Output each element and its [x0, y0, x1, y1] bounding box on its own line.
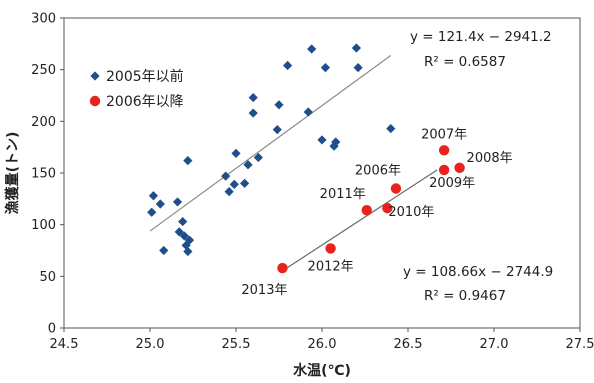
point-label: 2008年: [467, 151, 513, 166]
point-diamond: [240, 178, 250, 188]
point-circle: [438, 164, 450, 176]
point-label: 2010年: [388, 205, 434, 220]
x-tick-label: 27.5: [566, 337, 594, 352]
x-tick-label: 26.5: [394, 337, 423, 352]
point-diamond: [183, 156, 193, 166]
point-circle: [454, 162, 465, 174]
annotations: y = 121.4x − 2941.2 R² = 0.6587 y = 108.66…: [241, 29, 553, 304]
point-diamond: [351, 43, 361, 53]
point-circle: [361, 205, 372, 216]
y-tick-label: 100: [31, 218, 56, 233]
trendlines: [149, 54, 438, 272]
x-axis-title: 水温(℃): [293, 362, 351, 379]
point-label: 2011年: [320, 187, 366, 202]
point-diamond: [303, 107, 313, 117]
point-diamond: [183, 246, 193, 257]
point-diamond: [184, 235, 195, 245]
point-diamond: [231, 148, 241, 158]
point-circle: [438, 145, 450, 156]
point-diamond: [386, 123, 396, 134]
y-axis-title: 漁獲量(トン): [4, 132, 21, 215]
x-tick-label: 27.0: [480, 337, 509, 352]
trend-equation-2: y = 108.66x − 2744.9: [403, 264, 553, 280]
point-diamond: [179, 231, 189, 241]
point-diamond: [320, 63, 331, 73]
y-tick-label: 0: [48, 322, 56, 337]
y-tick-label: 150: [31, 167, 56, 182]
point-diamond: [272, 125, 282, 135]
point-label: 2009年: [429, 176, 475, 191]
point-diamond: [307, 44, 317, 54]
y-tick-label: 50: [39, 270, 56, 285]
point-diamond: [148, 191, 159, 201]
trendline-2: [282, 169, 438, 272]
axes: 24.5 25.0 25.5 26.0 26.5 27.0 27.5 0 50 100 150 200…: [4, 12, 594, 380]
point-diamond: [317, 135, 327, 145]
point-diamond: [155, 199, 165, 209]
point-diamond: [253, 152, 263, 163]
trend-equation-1: y = 121.4x − 2941.2: [410, 29, 552, 45]
point-diamond: [248, 108, 258, 118]
x-tick-label: 25.0: [136, 337, 165, 352]
point-diamond: [147, 207, 157, 217]
point-diamond: [353, 63, 363, 73]
point-circle: [277, 262, 288, 274]
point-circle: [325, 243, 336, 254]
legend-label: 2006年以降: [106, 94, 184, 110]
x-tick-label: 24.5: [50, 337, 79, 352]
trend-r2-1: R² = 0.6587: [424, 54, 506, 70]
point-diamond: [178, 216, 188, 227]
x-tick-label: 25.5: [222, 337, 251, 352]
point-diamond: [243, 160, 253, 170]
legend-marker-diamond: [90, 71, 100, 81]
trend-r2-2: R² = 0.9467: [424, 288, 506, 304]
point-label: 2012年: [308, 259, 354, 274]
legend-label: 2005年以前: [106, 68, 184, 85]
point-diamond: [221, 171, 231, 181]
point-diamond: [283, 60, 293, 71]
y-tick-label: 250: [31, 63, 56, 78]
point-label: 2007年: [421, 127, 467, 142]
point-diamond: [174, 227, 184, 237]
data-points: [147, 43, 465, 274]
point-label: 2013年: [241, 283, 287, 298]
y-tick-label: 200: [31, 115, 56, 130]
point-diamond: [172, 197, 183, 207]
point-diamond: [159, 245, 169, 256]
trendline-1: [149, 54, 392, 232]
x-tick-label: 26.0: [308, 337, 337, 352]
point-diamond: [248, 92, 258, 103]
point-circle: [390, 183, 402, 194]
point-diamond: [229, 179, 239, 189]
legend: 2005年以前 2006年以降: [89, 68, 184, 110]
point-diamond: [274, 100, 284, 110]
point-circle: [382, 202, 393, 214]
point-diamond: [331, 137, 341, 147]
point-diamond: [224, 187, 234, 197]
legend-marker-circle: [89, 95, 101, 107]
point-label: 2006年: [355, 164, 401, 179]
point-diamond: [329, 141, 339, 151]
y-tick-label: 300: [31, 12, 56, 27]
